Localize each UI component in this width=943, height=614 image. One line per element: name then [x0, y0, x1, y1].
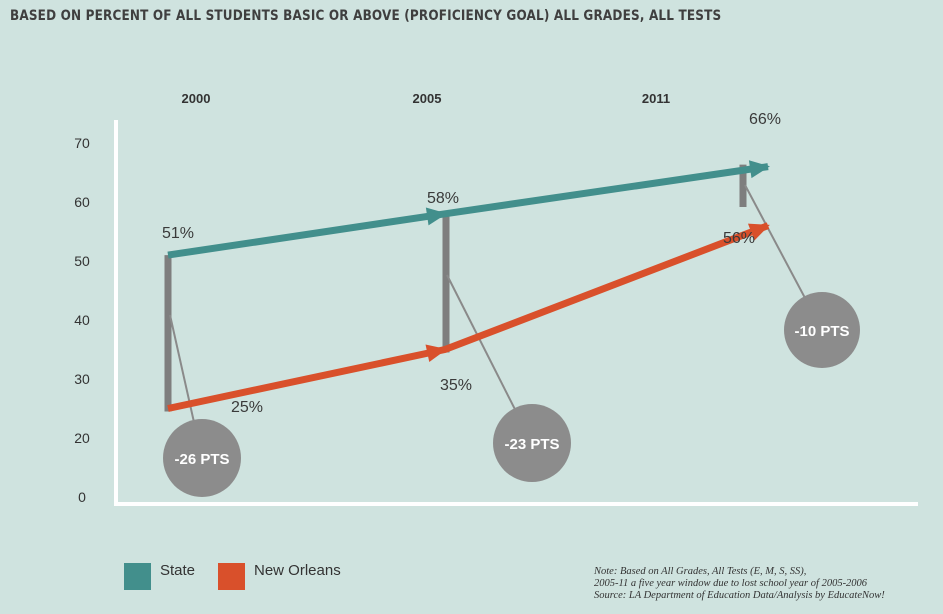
state-value-label-1: 58%	[427, 190, 459, 207]
state-value-label-0: 51%	[162, 225, 194, 242]
y-tick-label-2: 30	[74, 371, 90, 387]
new-orleans-arrowhead-2	[747, 223, 770, 241]
chart-title: BASED ON PERCENT OF ALL STUDENTS BASIC O…	[10, 8, 722, 24]
state-arrowhead-1	[425, 207, 447, 226]
new-orleans-value-label-1: 35%	[440, 377, 472, 394]
legend-label-new-orleans: New Orleans	[254, 561, 341, 579]
state-arrowhead-2	[748, 160, 770, 179]
x-category-label-2: 2011	[642, 91, 670, 106]
y-tick-label-6: 70	[74, 135, 90, 151]
legend-item-state: State	[124, 561, 196, 590]
y-tick-label-1: 20	[74, 430, 90, 446]
legend-label-state: State	[160, 561, 196, 579]
note-line-2: 2005-11 a five year window due to lost s…	[594, 578, 868, 589]
note-line-3: Source: LA Department of Education Data/…	[594, 590, 885, 601]
x-category-label-0: 2000	[182, 91, 211, 106]
source-note: Note: Based on All Grades, All Tests (E,…	[594, 566, 885, 602]
y-tick-label-5: 60	[74, 194, 90, 210]
legend-swatch-state	[124, 562, 151, 590]
gap-bubble-2	[784, 292, 860, 368]
gap-bubble-label-2: -10 PTS	[794, 323, 849, 340]
y-tick-label-3: 40	[74, 312, 90, 328]
gap-bubble-label-0: -26 PTS	[174, 451, 229, 468]
note-line-1: Note: Based on All Grades, All Tests (E,…	[594, 566, 807, 577]
new-orleans-arrowhead-1	[425, 344, 447, 363]
gap-bubble-1	[493, 404, 571, 482]
legend-item-new-orleans: New Orleans	[218, 561, 341, 590]
new-orleans-value-label-2: 56%	[723, 230, 755, 247]
gap-bubble-0	[163, 419, 241, 497]
legend-swatch-new-orleans	[218, 562, 245, 590]
state-value-label-2: 66%	[749, 111, 781, 128]
new-orleans-value-label-0: 25%	[231, 399, 263, 416]
y-tick-label-4: 50	[74, 253, 90, 269]
state-line	[167, 163, 769, 259]
y-tick-label-0: 0	[78, 489, 86, 505]
gap-bubble-label-1: -23 PTS	[504, 436, 559, 453]
x-category-label-1: 2005	[413, 91, 442, 106]
